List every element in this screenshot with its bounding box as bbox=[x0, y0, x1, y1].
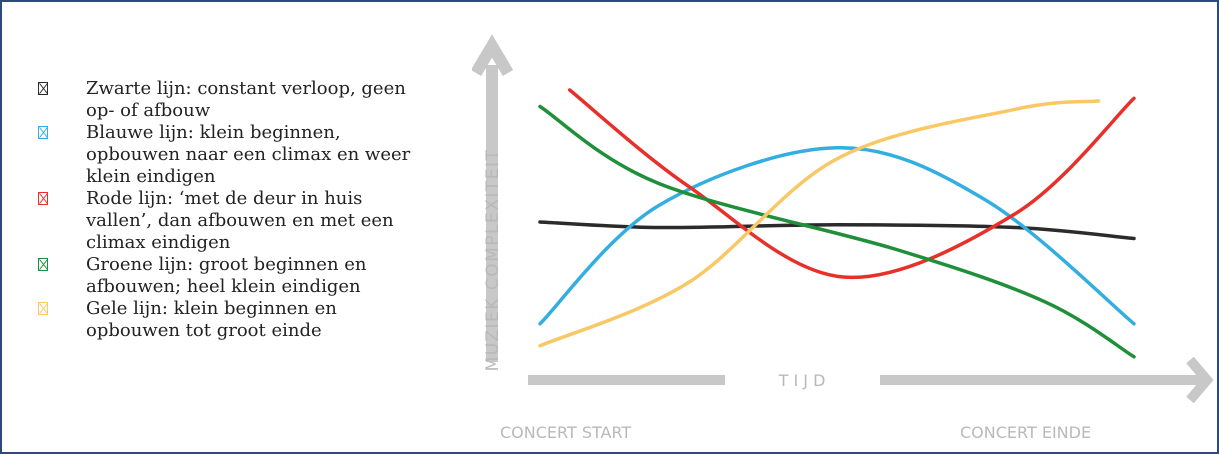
legend-bullet-icon bbox=[38, 192, 48, 205]
legend-text: Rode lijn: ‘met de deur in huis vallen’,… bbox=[86, 188, 394, 253]
legend-text: Zwarte lijn: constant verloop, geen op- … bbox=[86, 78, 406, 121]
series-layer bbox=[538, 88, 1136, 359]
complexity-chart: MUZIEK COMPLEXITEIT T I J D CONCERT STAR… bbox=[472, 34, 1214, 442]
legend-text: Blauwe lijn: klein beginnen, opbouwen na… bbox=[86, 122, 411, 187]
legend-bullet-icon bbox=[38, 82, 48, 95]
legend-bullet-icon bbox=[38, 258, 48, 271]
series-line-black bbox=[538, 220, 1136, 241]
legend-text: Gele lijn: klein beginnen en opbouwen to… bbox=[86, 298, 337, 341]
legend-item-green: Groene lijn: groot beginnen en afbouwen;… bbox=[38, 254, 418, 298]
legend-item-black: Zwarte lijn: constant verloop, geen op- … bbox=[38, 78, 418, 122]
legend-bullet-icon bbox=[38, 302, 48, 315]
x-axis-arrow-right bbox=[880, 356, 1214, 404]
axes: MUZIEK COMPLEXITEIT T I J D CONCERT STAR… bbox=[472, 34, 1214, 442]
legend-item-yellow: Gele lijn: klein beginnen en opbouwen to… bbox=[38, 298, 418, 342]
series-line-blue bbox=[538, 146, 1136, 326]
x-end-label: CONCERT EINDE bbox=[960, 423, 1091, 442]
x-start-label: CONCERT START bbox=[500, 423, 631, 442]
series-line-green bbox=[538, 104, 1136, 359]
legend: Zwarte lijn: constant verloop, geen op- … bbox=[38, 78, 418, 342]
series-line-yellow bbox=[538, 99, 1101, 348]
legend-item-red: Rode lijn: ‘met de deur in huis vallen’,… bbox=[38, 188, 418, 254]
x-axis-label: T I J D bbox=[778, 371, 826, 390]
y-axis-arrow bbox=[472, 34, 514, 362]
y-axis-label: MUZIEK COMPLEXITEIT bbox=[483, 149, 503, 372]
legend-item-blue: Blauwe lijn: klein beginnen, opbouwen na… bbox=[38, 122, 418, 188]
legend-bullet-icon bbox=[38, 126, 48, 139]
legend-text: Groene lijn: groot beginnen en afbouwen;… bbox=[86, 254, 367, 297]
series-line-red bbox=[567, 88, 1136, 280]
